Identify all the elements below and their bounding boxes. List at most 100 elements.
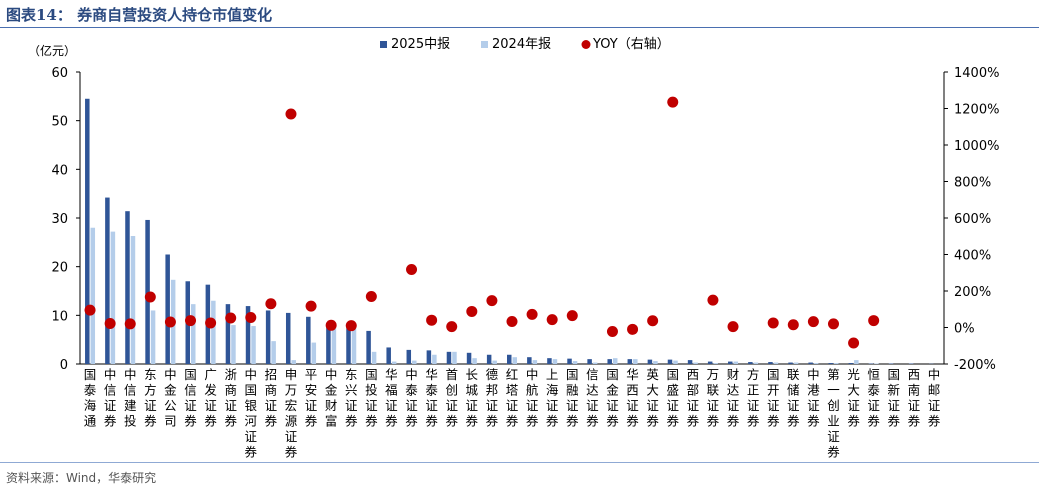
bar-2024fy (331, 323, 337, 364)
legend-label: 2025中报 (391, 37, 450, 52)
bar-2024fy (572, 361, 578, 364)
bar-2025h1 (808, 362, 813, 364)
bar-2025h1 (607, 359, 612, 364)
category-label: 红塔证券 (506, 367, 519, 429)
bar-2024fy (90, 227, 96, 364)
category-label: 国泰海通 (84, 367, 97, 429)
bar-2025h1 (728, 361, 733, 364)
yoy-dot (566, 310, 578, 322)
bar-2025h1 (366, 330, 371, 364)
category-label: 中金财富 (325, 367, 338, 429)
bar-2024fy (150, 310, 156, 364)
yoy-dot (265, 298, 277, 310)
bar-2024fy (231, 325, 236, 364)
category-label: 浙商证券 (224, 367, 237, 429)
yoy-dot (144, 291, 156, 303)
bar-2024fy (452, 351, 457, 364)
bar-2025h1 (748, 362, 753, 364)
yoy-dot (225, 312, 237, 324)
category-label: 平安证券 (305, 367, 318, 429)
category-label: 方正证券 (747, 367, 760, 429)
yoy-dot (245, 311, 257, 323)
right-tick-label: 1400% (954, 66, 999, 81)
bar-2024fy (432, 354, 437, 364)
right-tick-label: 1200% (954, 103, 999, 118)
category-label: 中泰证券 (405, 367, 418, 429)
category-label: 国新证券 (888, 367, 901, 429)
right-tick-label: -200% (954, 358, 996, 373)
bar-2025h1 (627, 359, 633, 364)
bar-2025h1 (687, 360, 693, 364)
bar-2025h1 (386, 347, 391, 364)
bar-2025h1 (667, 359, 673, 364)
combo-chart: 0 10 20 30 40 50 60 -200% 0% 200% 400% 600% 800% 1000… (28, 37, 999, 460)
category-label: 国开证券 (767, 367, 780, 429)
bar-2025h1 (426, 350, 432, 364)
yoy-dot (406, 263, 418, 275)
bar-2024fy (733, 361, 739, 364)
yoy-dot (647, 315, 659, 327)
yoy-dot (446, 321, 458, 333)
yoy-dot (205, 317, 217, 329)
yoy-dot (506, 315, 518, 327)
yoy-dot (365, 290, 377, 302)
bar-2024fy (532, 360, 538, 364)
yoy-dot (466, 305, 478, 317)
yoy-dot (104, 317, 116, 329)
category-label: 中信建投 (124, 367, 137, 429)
bar-2024fy (492, 360, 497, 364)
yoy-dot (84, 304, 96, 316)
category-label: 国信证券 (184, 367, 197, 429)
source-note: 资料来源：Wind，华泰研究 (6, 471, 157, 485)
category-label: 光大证券 (847, 367, 860, 429)
bar-2024fy (251, 326, 256, 364)
category-label: 长城证券 (466, 367, 479, 429)
yoy-dot (305, 300, 317, 312)
bar-2024fy (793, 362, 799, 364)
bar-2024fy (412, 360, 417, 364)
left-tick-label: 10 (51, 309, 68, 324)
bar-2024fy (271, 341, 276, 364)
yoy-dot (848, 337, 860, 349)
yoy-dot (727, 321, 739, 333)
category-label: 上海证券 (546, 367, 559, 429)
right-tick-label: 400% (954, 249, 991, 264)
bar-2024fy (653, 361, 658, 364)
bar-2024fy (753, 362, 759, 364)
bar-2024fy (633, 359, 638, 364)
yoy-dot (185, 315, 197, 327)
bar-2025h1 (346, 323, 351, 364)
yoy-dot (627, 323, 639, 335)
yoy-dot (285, 108, 297, 120)
category-label: 国金证券 (606, 367, 619, 429)
category-label: 中港证券 (807, 367, 820, 429)
bar-2024fy (130, 236, 136, 364)
footer-divider (0, 462, 1039, 463)
category-label-layer: 国泰海通中信证券中信建投东方证券中金公司国信证券广发证券浙商证券中国银河证券招商… (84, 367, 941, 460)
right-tick-label: 600% (954, 212, 991, 227)
bar-2024fy (371, 351, 377, 364)
bar-2024fy (693, 362, 698, 364)
yoy-dot (868, 315, 880, 327)
bar-2025h1 (768, 362, 773, 364)
bar-2025h1 (828, 363, 833, 364)
yoy-dot (767, 317, 779, 329)
category-label: 国融证券 (566, 367, 579, 429)
bar-2025h1 (466, 352, 472, 364)
bar-2025h1 (145, 219, 150, 364)
yoy-dot-layer (84, 96, 880, 349)
right-tick-label: 800% (954, 176, 991, 191)
left-tick-label: 60 (51, 66, 68, 81)
bar-2024fy (592, 362, 598, 364)
yoy-dot (827, 318, 839, 330)
category-label: 第一创业证券 (827, 367, 840, 460)
bar-2024fy (833, 363, 839, 364)
yoy-dot (606, 326, 618, 338)
bar-2024fy (512, 357, 517, 364)
bar-2024fy (773, 362, 779, 364)
category-label: 恒泰证券 (867, 367, 880, 429)
yoy-dot (345, 320, 357, 332)
yoy-dot (707, 294, 719, 306)
yoy-dot (667, 96, 679, 108)
bar-2025h1 (507, 354, 512, 364)
